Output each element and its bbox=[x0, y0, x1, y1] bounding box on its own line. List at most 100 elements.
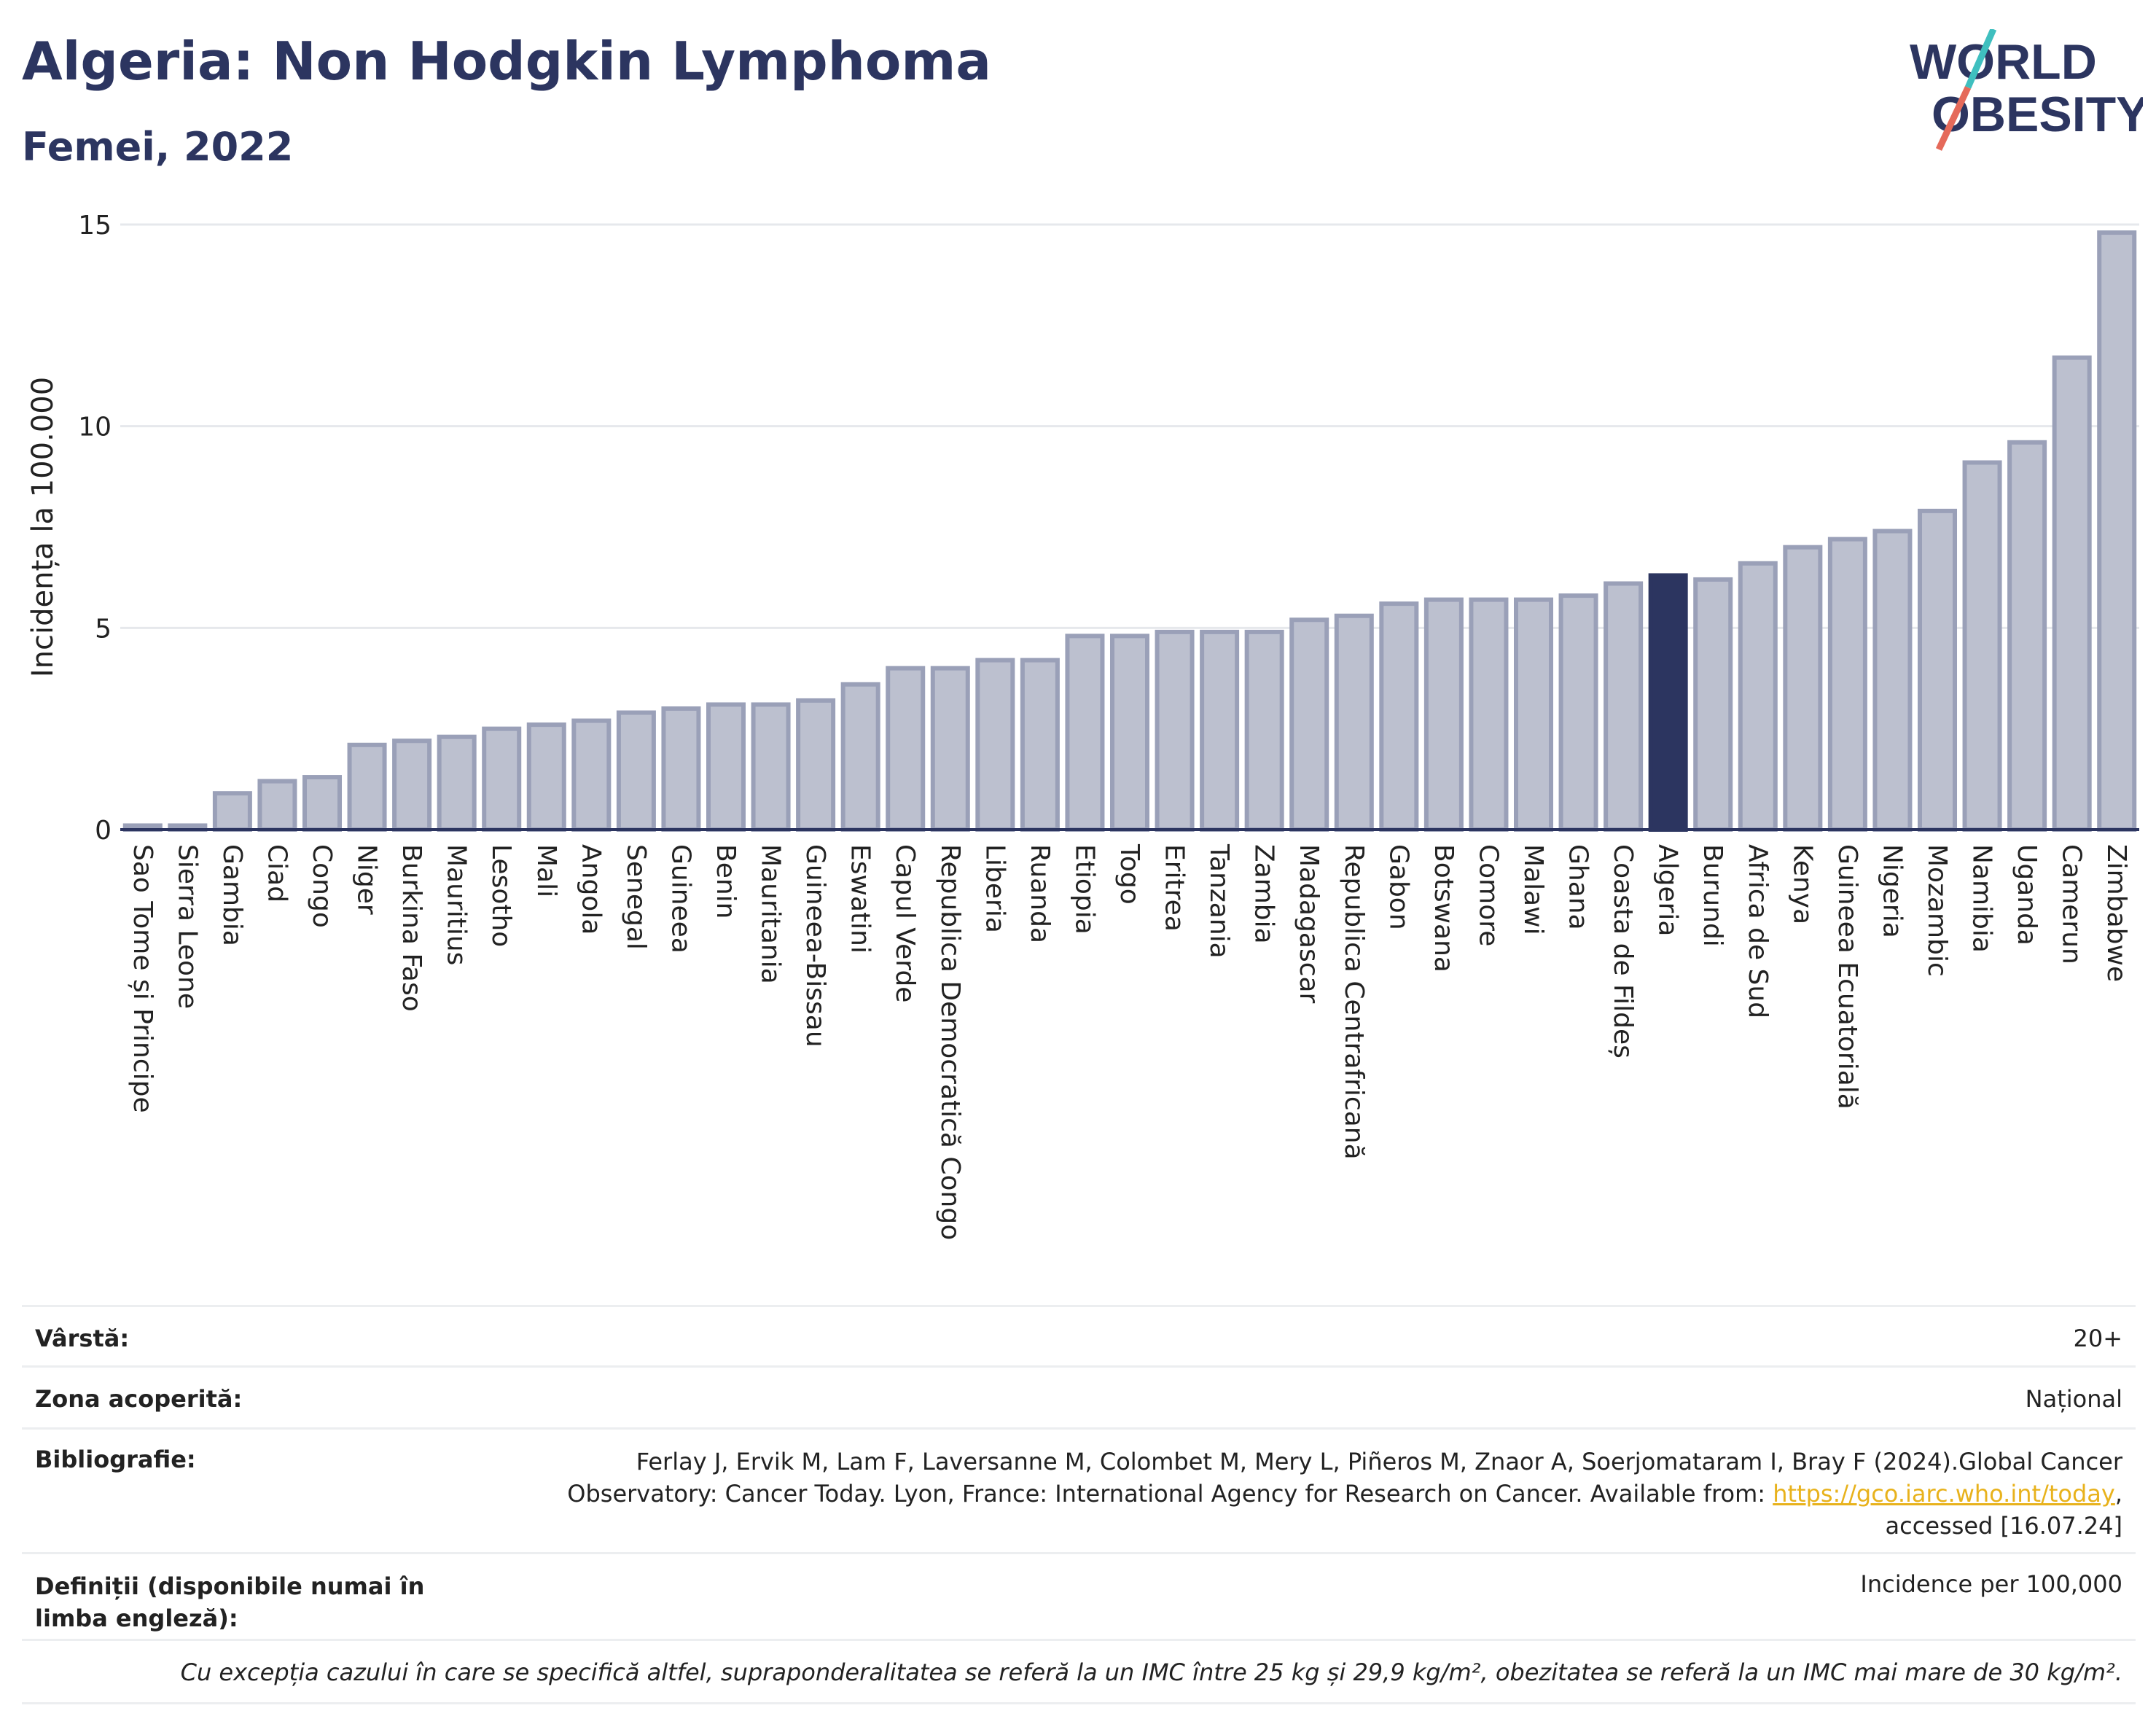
x-tick-label: Senegal bbox=[621, 844, 651, 950]
x-tick-label: Republica Democratică Congo bbox=[935, 844, 965, 1240]
logo-text-world: WORLD bbox=[1910, 34, 2097, 90]
bar bbox=[257, 779, 297, 832]
bar bbox=[2097, 230, 2137, 833]
bibliography-tail: , accessed [16.07.24] bbox=[1885, 1480, 2122, 1540]
bar bbox=[1693, 577, 1733, 833]
x-tick-label: Sao Tome și Principe bbox=[128, 844, 157, 1113]
bar bbox=[1738, 561, 1778, 832]
x-tick-label: Togo bbox=[1114, 843, 1144, 905]
bar bbox=[1469, 597, 1509, 832]
bar bbox=[1783, 545, 1823, 833]
bar bbox=[482, 726, 522, 833]
bibliography-text: Ferlay J, Ervik M, Lam F, Laversanne M, … bbox=[567, 1448, 2122, 1508]
bar bbox=[616, 710, 656, 832]
bar bbox=[1962, 460, 2002, 832]
bar bbox=[661, 706, 701, 832]
x-tick-label: Congo bbox=[307, 844, 337, 928]
bar bbox=[1827, 537, 1867, 832]
y-tick-label: 0 bbox=[95, 816, 112, 846]
x-tick-label: Malawi bbox=[1518, 844, 1548, 935]
bar bbox=[796, 698, 836, 833]
bar bbox=[1423, 597, 1464, 832]
x-tick-label: Burkina Faso bbox=[397, 844, 426, 1012]
x-tick-label: Coasta de Fildeș bbox=[1608, 844, 1638, 1058]
age-value: 20+ bbox=[2073, 1325, 2122, 1352]
bar bbox=[212, 791, 252, 832]
bar bbox=[751, 702, 791, 833]
x-tick-label: Nigeria bbox=[1877, 844, 1907, 938]
x-tick-label: Zambia bbox=[1249, 844, 1279, 944]
metadata-table: Vârstă: 20+ Zona acoperită: Național Bib… bbox=[22, 1305, 2136, 1704]
x-tick-label: Ghana bbox=[1563, 844, 1593, 930]
y-tick-label: 5 bbox=[95, 614, 112, 644]
x-tick-label: Mozambic bbox=[1922, 844, 1952, 977]
bar bbox=[302, 775, 343, 832]
age-label: Vârstă: bbox=[35, 1325, 130, 1352]
x-tick-label: Gabon bbox=[1383, 844, 1413, 930]
meta-row-definitions: Definiții (disponibile numai în limba en… bbox=[22, 1552, 2136, 1639]
definitions-label: Definiții (disponibile numai în limba en… bbox=[35, 1572, 425, 1632]
logo-slash-red bbox=[1935, 86, 1972, 151]
x-tick-label: Ruanda bbox=[1025, 844, 1055, 943]
x-tick-label: Namibia bbox=[1967, 844, 1997, 953]
bar bbox=[526, 722, 566, 833]
x-tick-label: Camerun bbox=[2057, 844, 2087, 964]
page-title: Algeria: Non Hodgkin Lymphoma bbox=[22, 31, 991, 92]
x-tick-label: Capul Verde bbox=[890, 844, 920, 1002]
bar bbox=[1558, 593, 1598, 832]
meta-row-footnote: Cu excepția cazului în care se specifică… bbox=[22, 1639, 2136, 1704]
bar bbox=[347, 742, 387, 832]
definitions-value: Incidence per 100,000 bbox=[1860, 1570, 2122, 1598]
x-tick-label: Liberia bbox=[980, 844, 1009, 933]
x-tick-label: Algeria bbox=[1653, 844, 1683, 937]
x-tick-label: Botswana bbox=[1429, 844, 1458, 972]
y-tick-label: 15 bbox=[78, 211, 112, 241]
x-tick-label: Angola bbox=[576, 844, 606, 935]
x-tick-label: Eritrea bbox=[1160, 844, 1190, 932]
bibliography-value: Ferlay J, Ervik M, Lam F, Laversanne M, … bbox=[555, 1446, 2122, 1542]
x-tick-label: Africa de Sud bbox=[1743, 844, 1773, 1018]
bar bbox=[930, 666, 970, 833]
bar bbox=[437, 734, 477, 833]
x-tick-label: Mauritius bbox=[442, 844, 472, 965]
bar bbox=[1513, 597, 1554, 832]
bar bbox=[1648, 573, 1688, 833]
x-tick-label: Guineea Ecuatorială bbox=[1832, 844, 1862, 1110]
world-obesity-logo: WORLD OBESITY bbox=[1910, 29, 2143, 151]
bar bbox=[1109, 633, 1150, 833]
x-tick-label: Niger bbox=[352, 844, 382, 915]
logo-slash-teal bbox=[1964, 29, 1997, 89]
meta-row-age: Vârstă: 20+ bbox=[22, 1305, 2136, 1365]
bar-chart: 0 5 10 15 Incidența la 100.000 Sao Tome și Pr… bbox=[26, 211, 2139, 1240]
area-value: Național bbox=[2025, 1385, 2122, 1413]
bar bbox=[840, 682, 880, 832]
x-tick-label: Madagascar bbox=[1294, 844, 1324, 1004]
x-tick-label: Mauritania bbox=[756, 844, 786, 984]
bar bbox=[706, 702, 746, 833]
footnote: Cu excepția cazului în care se specifică… bbox=[180, 1658, 2122, 1686]
x-tick-label: Uganda bbox=[2012, 844, 2042, 946]
bar bbox=[975, 658, 1015, 832]
y-tick-label: 10 bbox=[78, 413, 112, 442]
bar bbox=[1155, 629, 1195, 832]
bibliography-link[interactable]: https://gco.iarc.who.int/today bbox=[1773, 1480, 2115, 1508]
bar bbox=[2052, 355, 2092, 833]
bar bbox=[1065, 633, 1105, 833]
bar bbox=[1334, 613, 1374, 832]
meta-row-area: Zona acoperită: Național bbox=[22, 1365, 2136, 1427]
bar bbox=[392, 738, 432, 832]
x-tick-label: Eswatini bbox=[845, 844, 875, 954]
x-tick-label: Guineea bbox=[665, 844, 695, 954]
x-tick-label: Lesotho bbox=[486, 844, 516, 947]
bar bbox=[1200, 629, 1240, 832]
bar bbox=[1244, 629, 1284, 832]
x-tick-label: Republica Centrafricană bbox=[1339, 844, 1369, 1160]
bar bbox=[1020, 658, 1060, 832]
x-tick-label: Tanzania bbox=[1204, 843, 1234, 959]
bar bbox=[2007, 440, 2047, 832]
x-tick-label: Gambia bbox=[217, 844, 247, 946]
x-tick-label: Ciad bbox=[262, 844, 292, 902]
x-tick-label: Zimbabwe bbox=[2101, 844, 2131, 982]
x-tick-label: Guineea-Bissau bbox=[800, 844, 830, 1048]
page-subtitle: Femei, 2022 bbox=[22, 124, 294, 170]
